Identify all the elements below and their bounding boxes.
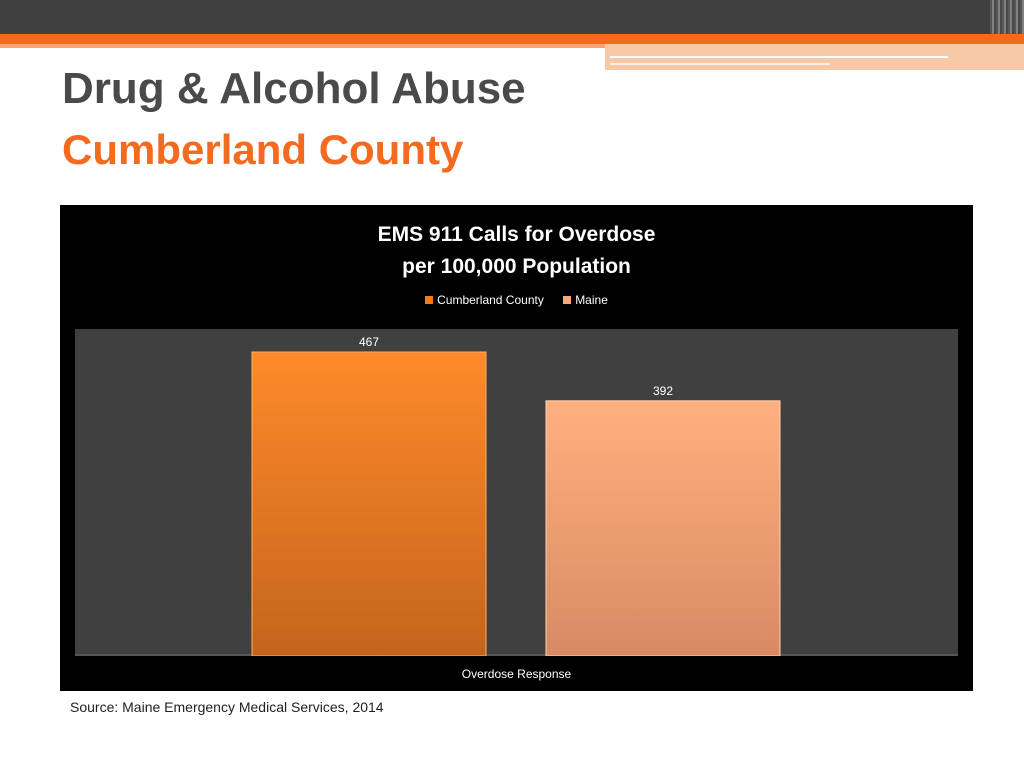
plot-area: 467 392 [75,329,958,656]
legend-label-cumberland: Cumberland County [437,293,544,307]
header-orange-line [0,44,605,48]
source-note: Source: Maine Emergency Medical Services… [70,699,384,715]
header-bar [0,0,1024,34]
legend-swatch-cumberland [425,296,434,304]
plot-background [75,329,958,656]
bar-maine [545,400,781,656]
data-label-cumberland: 467 [359,335,379,349]
header-white-line-short [610,63,830,65]
chart-container: EMS 911 Calls for Overdose per 100,000 P… [60,205,973,691]
bar-cumberland [251,351,487,656]
chart-legend: Cumberland County Maine [60,293,973,307]
legend-swatch-maine [563,296,572,304]
x-axis-category-label: Overdose Response [461,667,572,681]
legend-label-maine: Maine [575,293,608,307]
chart-title: EMS 911 Calls for Overdose per 100,000 P… [60,219,973,283]
data-label-maine: 392 [653,384,673,398]
legend-item-cumberland: Cumberland County [425,293,544,307]
legend-item-maine: Maine [563,293,608,307]
slide-subtitle: Cumberland County [62,126,464,173]
header-white-line [610,56,948,58]
header-orange-band [0,34,1024,44]
chart-title-line-1: EMS 911 Calls for Overdose [377,223,656,246]
slide-title: Drug & Alcohol Abuse [62,64,526,113]
chart-title-line-2: per 100,000 Population [402,255,631,278]
